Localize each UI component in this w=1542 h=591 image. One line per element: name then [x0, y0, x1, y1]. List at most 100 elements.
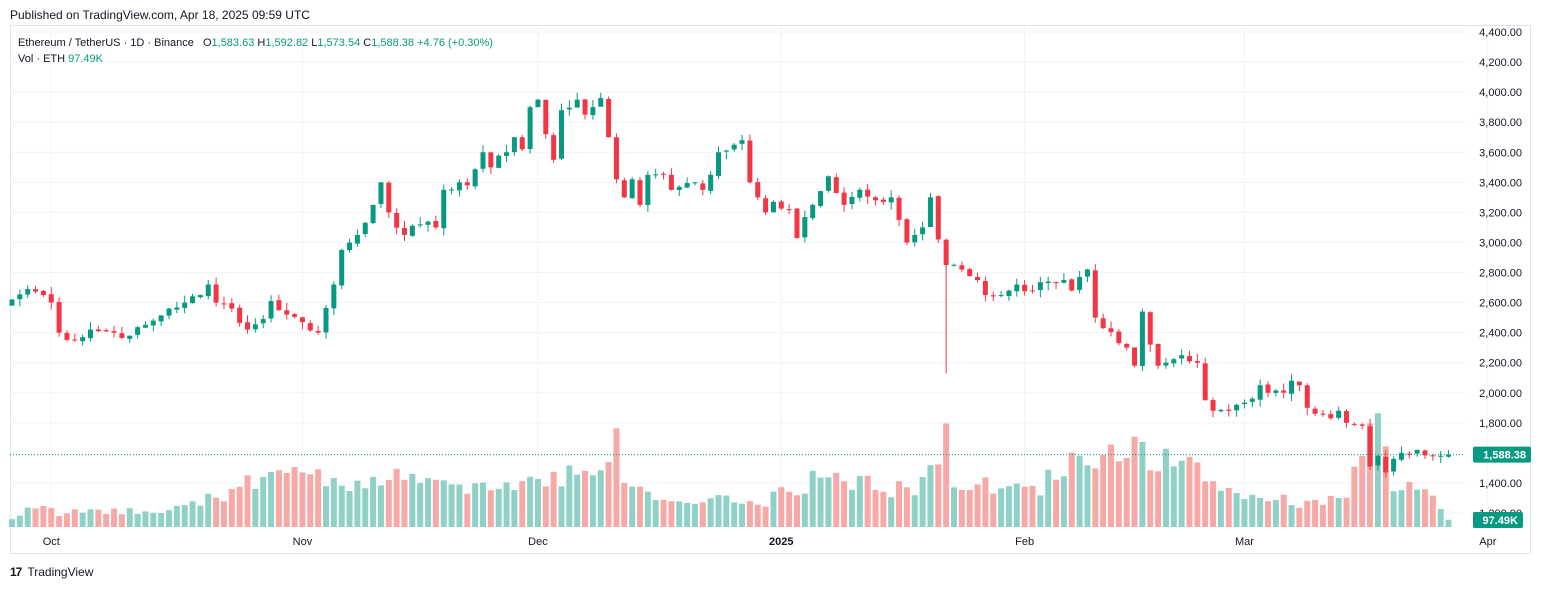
- volume-bar: [79, 512, 86, 527]
- candle-body: [676, 186, 682, 191]
- candle-body: [1446, 454, 1452, 457]
- candle-body: [354, 234, 360, 244]
- volume-bar: [158, 513, 165, 527]
- chart-frame[interactable]: [10, 25, 1531, 554]
- candle-body: [716, 152, 721, 176]
- price-tick-label: 3,600.00: [1479, 147, 1522, 159]
- candle-body: [731, 144, 737, 150]
- volume-bar: [432, 479, 439, 527]
- candle-body: [370, 204, 376, 224]
- candle-body: [409, 225, 415, 236]
- volume-bar: [974, 484, 981, 527]
- volume-bar: [1202, 481, 1209, 527]
- candle-body: [119, 333, 125, 338]
- candle-body: [990, 295, 996, 297]
- tradingview-logo[interactable]: 17 TradingView: [10, 565, 93, 579]
- price-axis: 4,400.00 4,200.00 4,000.00 3,800.00 3,600.00…: [1473, 27, 1531, 528]
- price-tick-label: 3,800.00: [1479, 117, 1522, 129]
- candle-body: [1281, 390, 1287, 393]
- candle-body: [1328, 414, 1334, 419]
- candle-body: [982, 280, 988, 296]
- volume-bar: [71, 509, 78, 527]
- volume-bar: [1304, 500, 1311, 527]
- candle-body: [998, 295, 1004, 297]
- volume-bar: [87, 509, 94, 527]
- candle-body: [747, 140, 753, 183]
- volume-bar: [841, 481, 848, 527]
- candle-body: [763, 198, 769, 213]
- volume-bar: [1170, 466, 1177, 527]
- volume-bar: [268, 471, 275, 527]
- candle-body: [1147, 312, 1153, 345]
- candle-body: [205, 284, 211, 297]
- volume-bar: [778, 487, 785, 527]
- volume-bar: [1351, 466, 1358, 527]
- candle-body: [456, 182, 462, 191]
- candle-body: [959, 265, 965, 270]
- candle-body: [1155, 343, 1161, 366]
- volume-bar: [550, 471, 557, 527]
- volume-bar: [589, 475, 596, 527]
- candle-body: [362, 222, 368, 235]
- candle-body: [25, 289, 31, 295]
- candle-body: [637, 180, 643, 205]
- published-caption: Published on TradingView.com, Apr 18, 20…: [10, 8, 310, 22]
- time-tick-label: Oct: [43, 536, 60, 548]
- volume-bar: [527, 476, 534, 527]
- price-tick-label: 3,000.00: [1479, 237, 1522, 249]
- volume-bar: [1414, 489, 1421, 527]
- volume-bar: [1210, 481, 1217, 527]
- volume-bar: [503, 482, 510, 527]
- volume-bar: [1045, 469, 1052, 527]
- candle-body: [252, 324, 258, 330]
- candle-body: [629, 179, 635, 199]
- candle-body: [519, 137, 525, 150]
- volume-bar: [1123, 457, 1130, 527]
- candle-body: [292, 314, 298, 317]
- candle-body: [386, 182, 392, 213]
- volume-bar: [134, 513, 141, 527]
- volume-bar: [1233, 492, 1240, 527]
- volume-bar: [1327, 495, 1334, 527]
- candle-body: [566, 107, 572, 110]
- candle-body: [1226, 409, 1232, 411]
- candle-body: [1061, 280, 1067, 283]
- candle-body: [339, 249, 345, 286]
- volume-bar: [111, 508, 118, 527]
- volume-bar: [739, 503, 746, 527]
- candle-body: [72, 339, 78, 341]
- volume-bar: [629, 486, 636, 527]
- candle-body: [1414, 449, 1420, 454]
- candle-body: [739, 140, 745, 144]
- volume-bar: [856, 475, 863, 527]
- volume-bar: [825, 477, 832, 527]
- volume-bar: [315, 469, 322, 527]
- volume-bar: [919, 477, 926, 527]
- volume-label: Vol · ETH: [18, 53, 66, 65]
- candle-body: [1022, 284, 1028, 292]
- candle-body: [621, 180, 627, 198]
- candle-body: [755, 182, 761, 198]
- candle-body: [967, 269, 973, 277]
- candle-body: [174, 307, 180, 310]
- volume-bar: [220, 501, 227, 527]
- volume-bar: [275, 470, 282, 527]
- volume-bar: [848, 489, 855, 527]
- volume-bar: [990, 493, 997, 527]
- volume-bar: [1068, 452, 1075, 527]
- volume-bar: [213, 497, 220, 527]
- candle-body: [464, 182, 470, 186]
- candle-body: [166, 308, 172, 316]
- low-label: L: [311, 37, 318, 49]
- volume-bar: [1178, 460, 1185, 527]
- volume-bar: [872, 489, 879, 527]
- candle-body: [927, 197, 933, 227]
- candle-body: [1359, 424, 1365, 426]
- candle-body: [480, 152, 486, 169]
- candle-body: [794, 208, 800, 238]
- price-tick-label: 2,000.00: [1479, 388, 1522, 400]
- candle-body: [606, 98, 612, 138]
- volume-bar: [1060, 476, 1067, 527]
- volume-bar: [252, 488, 259, 527]
